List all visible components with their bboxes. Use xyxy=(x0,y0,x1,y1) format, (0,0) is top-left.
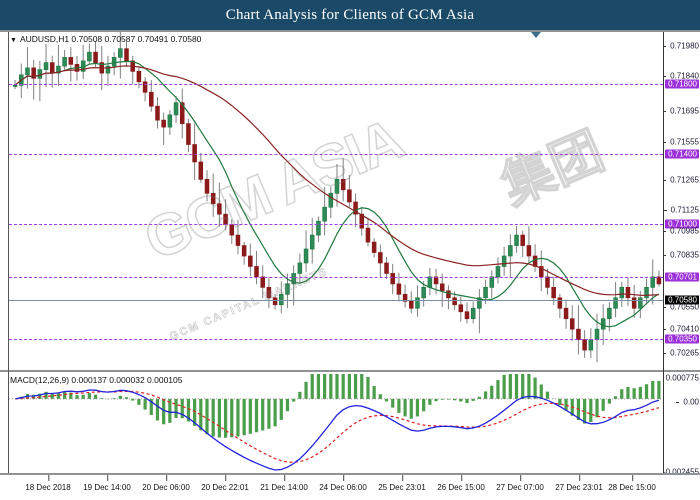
title-divider xyxy=(0,30,700,32)
time-tick-3: 20 Dec 22:01 xyxy=(201,475,249,492)
price-tick-6: 0.70985 xyxy=(663,227,699,236)
level-line-0.71000 xyxy=(9,224,663,225)
page-title: Chart Analysis for Clients of GCM Asia xyxy=(225,6,475,23)
symbol-ohlc-label: ▼ AUDUSD,H1 0.70508 0.70587 0.70491 0.705… xyxy=(10,34,201,44)
price-tick-10: 0.70265 xyxy=(663,349,699,358)
macd-canvas xyxy=(9,374,662,471)
current-price-badge: 0.70580 xyxy=(665,295,699,305)
price-tick-2: 0.71695 xyxy=(663,107,699,116)
time-tick-7: 26 Dec 15:00 xyxy=(437,475,485,492)
axis-left xyxy=(8,32,9,474)
price-level-badge-1: 0.71400 xyxy=(665,149,699,159)
time-tick-9: 27 Dec 23:01 xyxy=(555,475,603,492)
macd-tick-0: 0.000775 xyxy=(665,373,699,383)
level-line-0.70701 xyxy=(9,277,663,278)
time-tick-2: 20 Dec 06:00 xyxy=(142,475,190,492)
price-level-badge-3: 0.70701 xyxy=(665,272,699,282)
time-tick-1: 19 Dec 14:00 xyxy=(83,475,131,492)
time-tick-5: 24 Dec 06:00 xyxy=(319,475,367,492)
price-tick-8: 0.70550 xyxy=(663,303,699,312)
price-tick-7: 0.70835 xyxy=(663,251,699,260)
symbol-ohlc-text: AUDUSD,H1 0.70508 0.70587 0.70491 0.7058… xyxy=(19,34,202,44)
price-tick-9: 0.70410 xyxy=(663,325,699,334)
chart-marker-icon xyxy=(531,32,541,38)
macd-tick-1: 0.00 xyxy=(676,398,699,407)
axis-right xyxy=(663,32,664,474)
price-tick-4: 0.71265 xyxy=(663,176,699,185)
price-tick-3: 0.71555 xyxy=(663,138,699,147)
price-level-badge-2: 0.71000 xyxy=(665,219,699,229)
time-axis: 18 Dec 2018 19 Dec 14:00 20 Dec 06:00 20… xyxy=(0,475,700,500)
current-price-line xyxy=(9,300,663,301)
price-tick-1: 0.71840 xyxy=(663,72,699,81)
level-line-0.71400 xyxy=(9,154,663,155)
price-tick-5: 0.71125 xyxy=(663,206,699,215)
time-tick-8: 27 Dec 07:00 xyxy=(496,475,544,492)
price-level-badge-4: 0.70350 xyxy=(665,334,699,344)
chart-frame: GCM ASIA GCM CAPITAL MARKETS 集团 ▼ AUDUSD,… xyxy=(0,32,700,500)
window-title-bar: Chart Analysis for Clients of GCM Asia xyxy=(0,0,700,30)
time-tick-10: 28 Dec 15:00 xyxy=(608,475,656,492)
macd-label: MACD(12,26,9) 0.000137 0.000032 0.000105 xyxy=(10,375,183,385)
time-tick-4: 21 Dec 14:00 xyxy=(260,475,308,492)
level-line-0.71800 xyxy=(9,84,663,85)
macd-tick-2: -0.002455 xyxy=(662,467,699,477)
candlestick-canvas xyxy=(12,32,662,363)
price-level-badge-0: 0.71800 xyxy=(665,79,699,89)
price-pane[interactable]: GCM ASIA GCM CAPITAL MARKETS 集团 ▼ AUDUSD,… xyxy=(0,32,700,372)
macd-pane[interactable]: MACD(12,26,9) 0.000137 0.000032 0.000105… xyxy=(0,373,700,477)
price-tick-0: 0.71980 xyxy=(663,42,699,51)
time-tick-0: 18 Dec 2018 xyxy=(25,475,71,492)
time-tick-6: 25 Dec 23:01 xyxy=(378,475,426,492)
chevron-down-icon[interactable]: ▼ xyxy=(10,37,17,44)
level-line-0.70350 xyxy=(9,339,663,340)
macd-bottom-divider xyxy=(0,473,700,475)
